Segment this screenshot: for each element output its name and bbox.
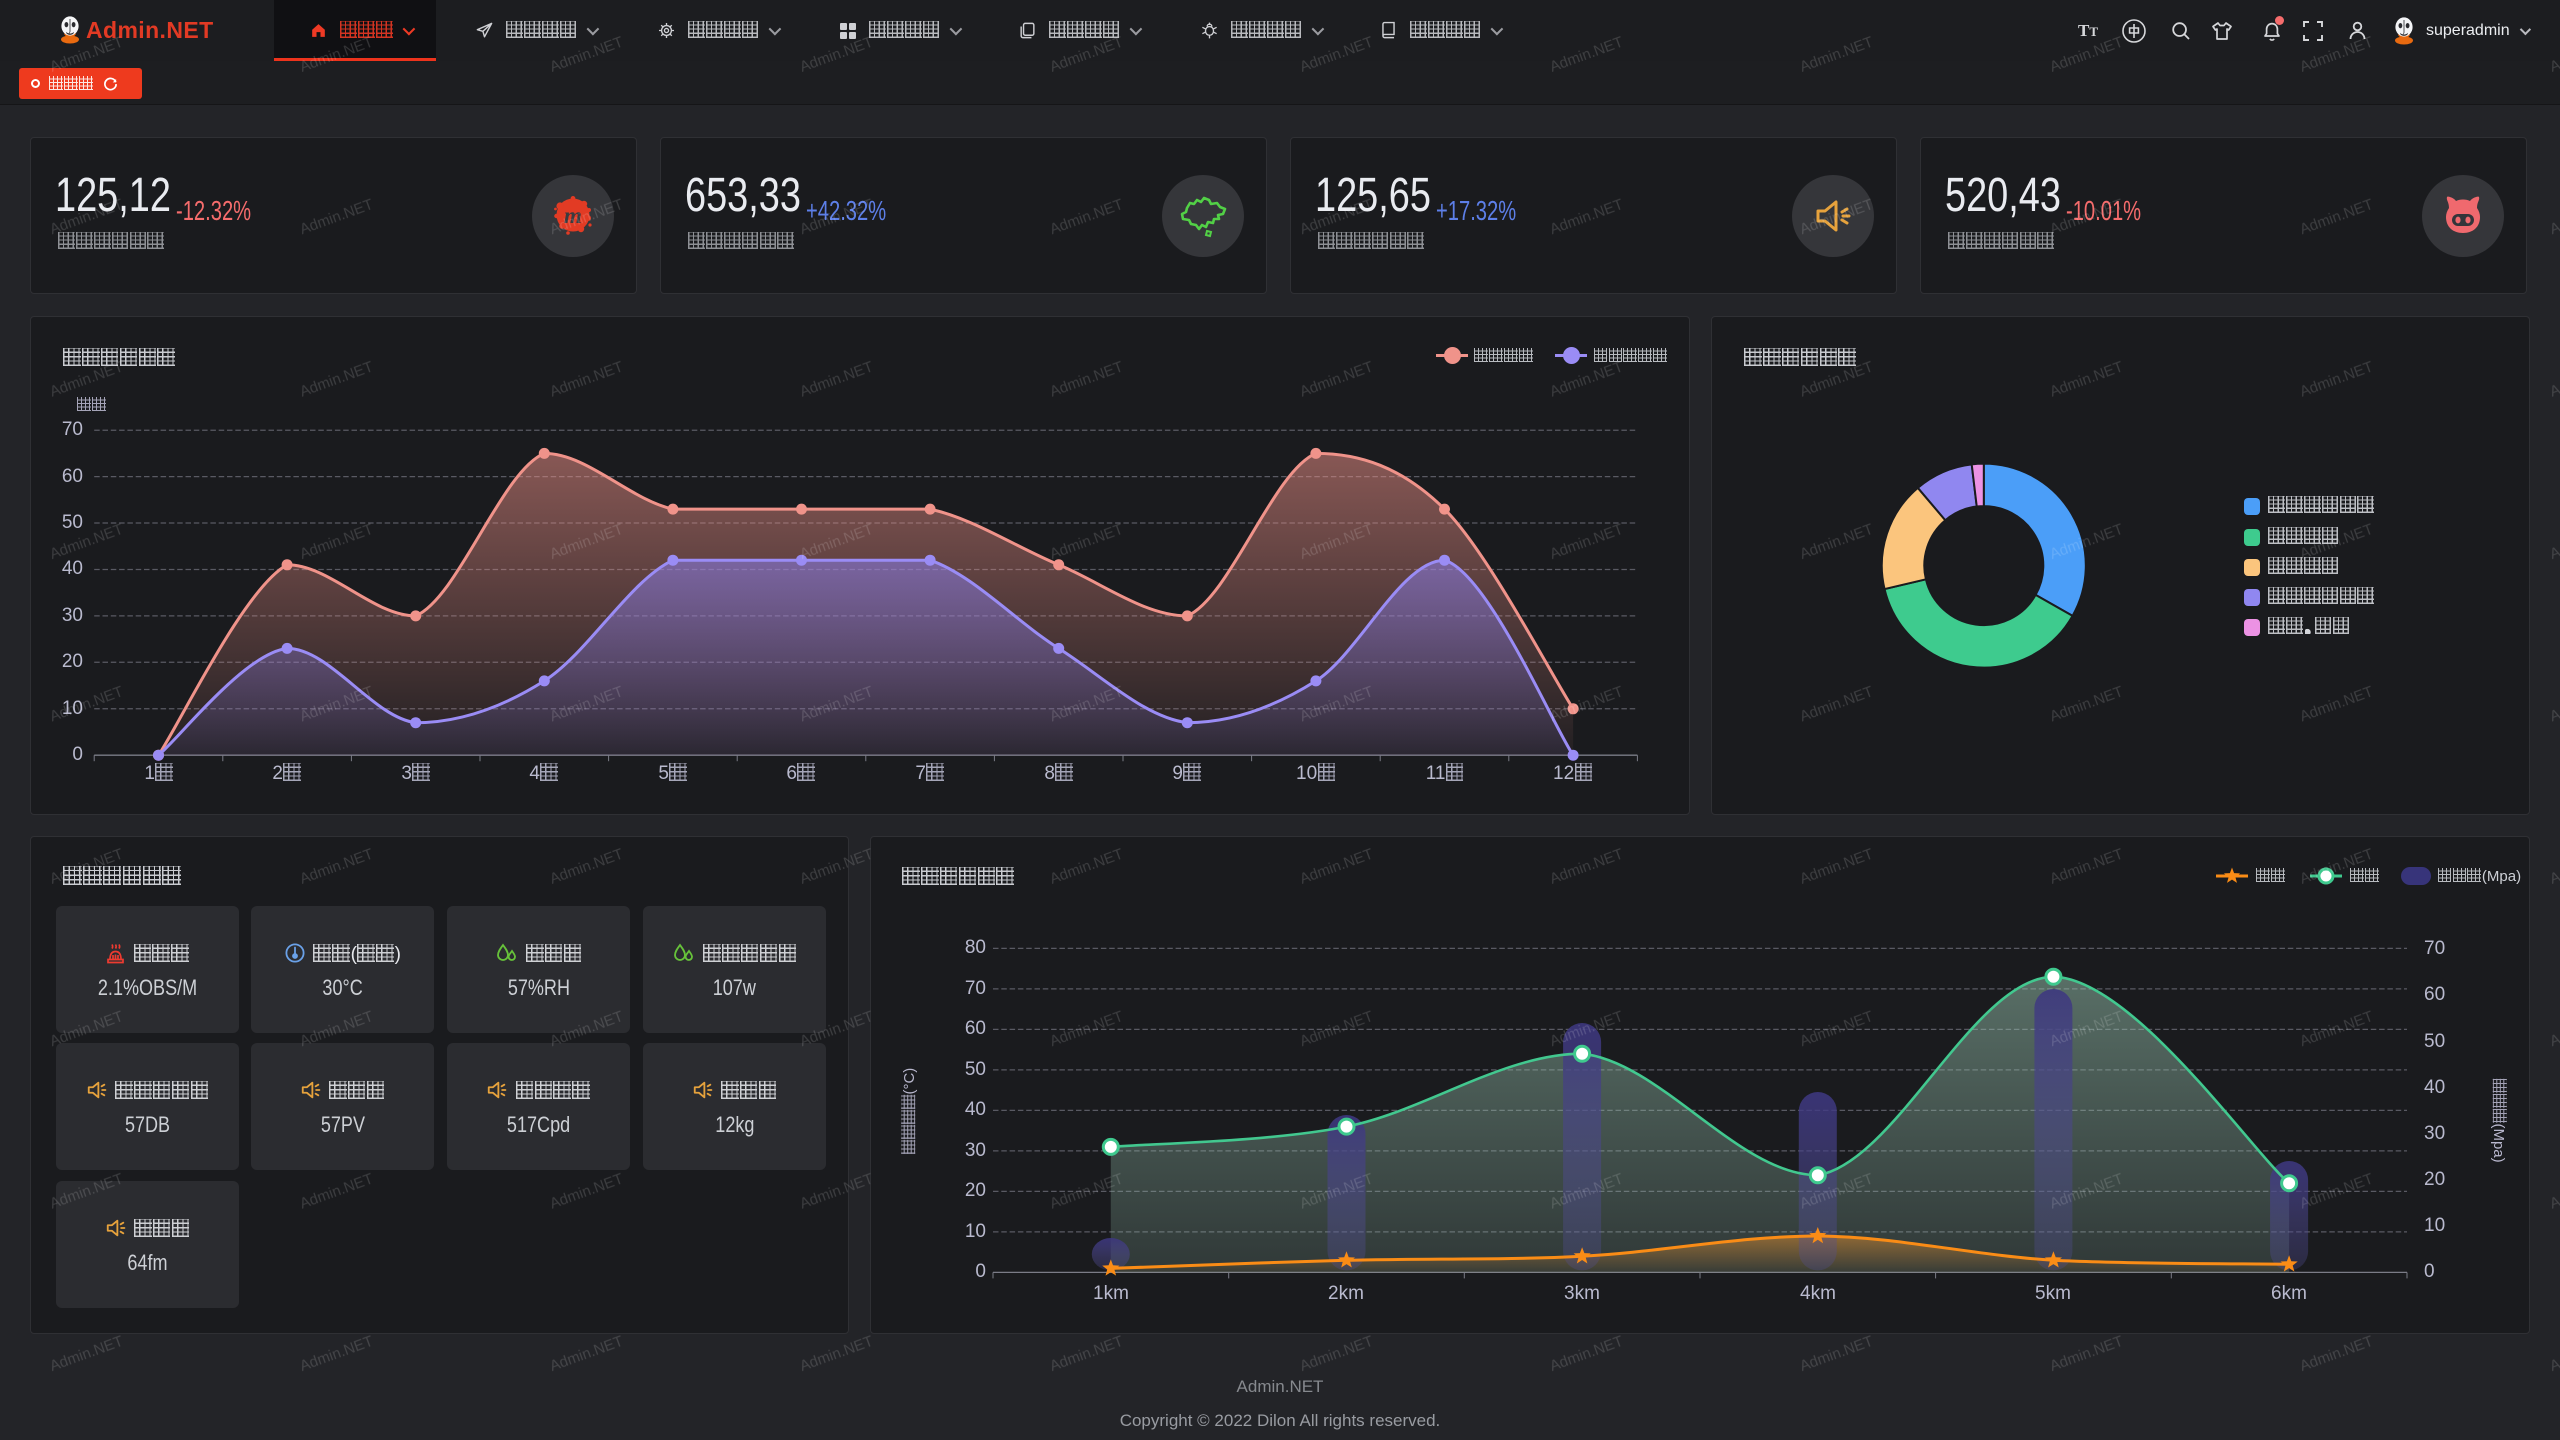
svg-text:m: m [564,203,582,228]
